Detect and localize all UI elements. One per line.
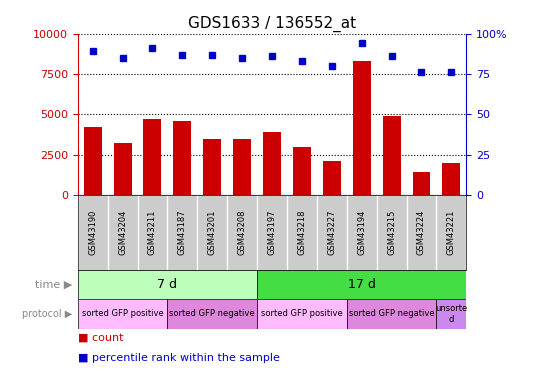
Text: 17 d: 17 d: [348, 278, 376, 291]
Bar: [203, 139, 221, 195]
Text: unsorte
d: unsorte d: [435, 304, 467, 324]
Text: ■ percentile rank within the sample: ■ percentile rank within the sample: [78, 353, 280, 363]
Text: sorted GFP positive: sorted GFP positive: [261, 309, 343, 318]
Text: 7 d: 7 d: [158, 278, 177, 291]
Bar: [84, 127, 102, 195]
Text: sorted GFP negative: sorted GFP negative: [349, 309, 434, 318]
Bar: [293, 147, 311, 195]
Text: GSM43201: GSM43201: [208, 210, 217, 255]
Text: GSM43218: GSM43218: [297, 210, 307, 255]
Text: GSM43204: GSM43204: [118, 210, 127, 255]
Text: sorted GFP positive: sorted GFP positive: [81, 309, 163, 318]
Text: GSM43215: GSM43215: [387, 210, 396, 255]
Text: GSM43221: GSM43221: [447, 210, 456, 255]
Text: GSM43224: GSM43224: [417, 210, 426, 255]
Bar: [167, 299, 257, 328]
Text: sorted GFP negative: sorted GFP negative: [169, 309, 255, 318]
Bar: [353, 61, 371, 195]
Text: GSM43187: GSM43187: [178, 210, 187, 255]
Text: GSM43227: GSM43227: [327, 210, 336, 255]
Bar: [257, 299, 347, 328]
Text: GSM43208: GSM43208: [237, 210, 247, 255]
Text: GSM43190: GSM43190: [88, 210, 97, 255]
Bar: [257, 270, 466, 299]
Bar: [78, 299, 167, 328]
Bar: [173, 121, 191, 195]
Bar: [413, 172, 430, 195]
Bar: [436, 299, 466, 328]
Bar: [263, 132, 281, 195]
Text: time ▶: time ▶: [35, 280, 72, 290]
Bar: [323, 161, 341, 195]
Bar: [347, 299, 436, 328]
Text: GSM43211: GSM43211: [148, 210, 157, 255]
Text: GSM43194: GSM43194: [357, 210, 366, 255]
Bar: [114, 143, 131, 195]
Title: GDS1633 / 136552_at: GDS1633 / 136552_at: [188, 16, 356, 32]
Text: GSM43197: GSM43197: [267, 210, 277, 255]
Text: ■ count: ■ count: [78, 332, 123, 342]
Bar: [233, 139, 251, 195]
Bar: [383, 116, 400, 195]
Bar: [78, 270, 257, 299]
Bar: [144, 119, 161, 195]
Bar: [442, 163, 460, 195]
Text: protocol ▶: protocol ▶: [22, 309, 72, 319]
